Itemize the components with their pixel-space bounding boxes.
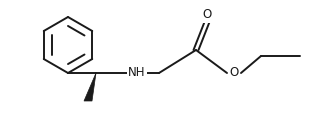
Text: O: O xyxy=(229,67,239,79)
Text: NH: NH xyxy=(128,67,146,79)
Polygon shape xyxy=(84,73,96,101)
Text: O: O xyxy=(202,8,212,22)
